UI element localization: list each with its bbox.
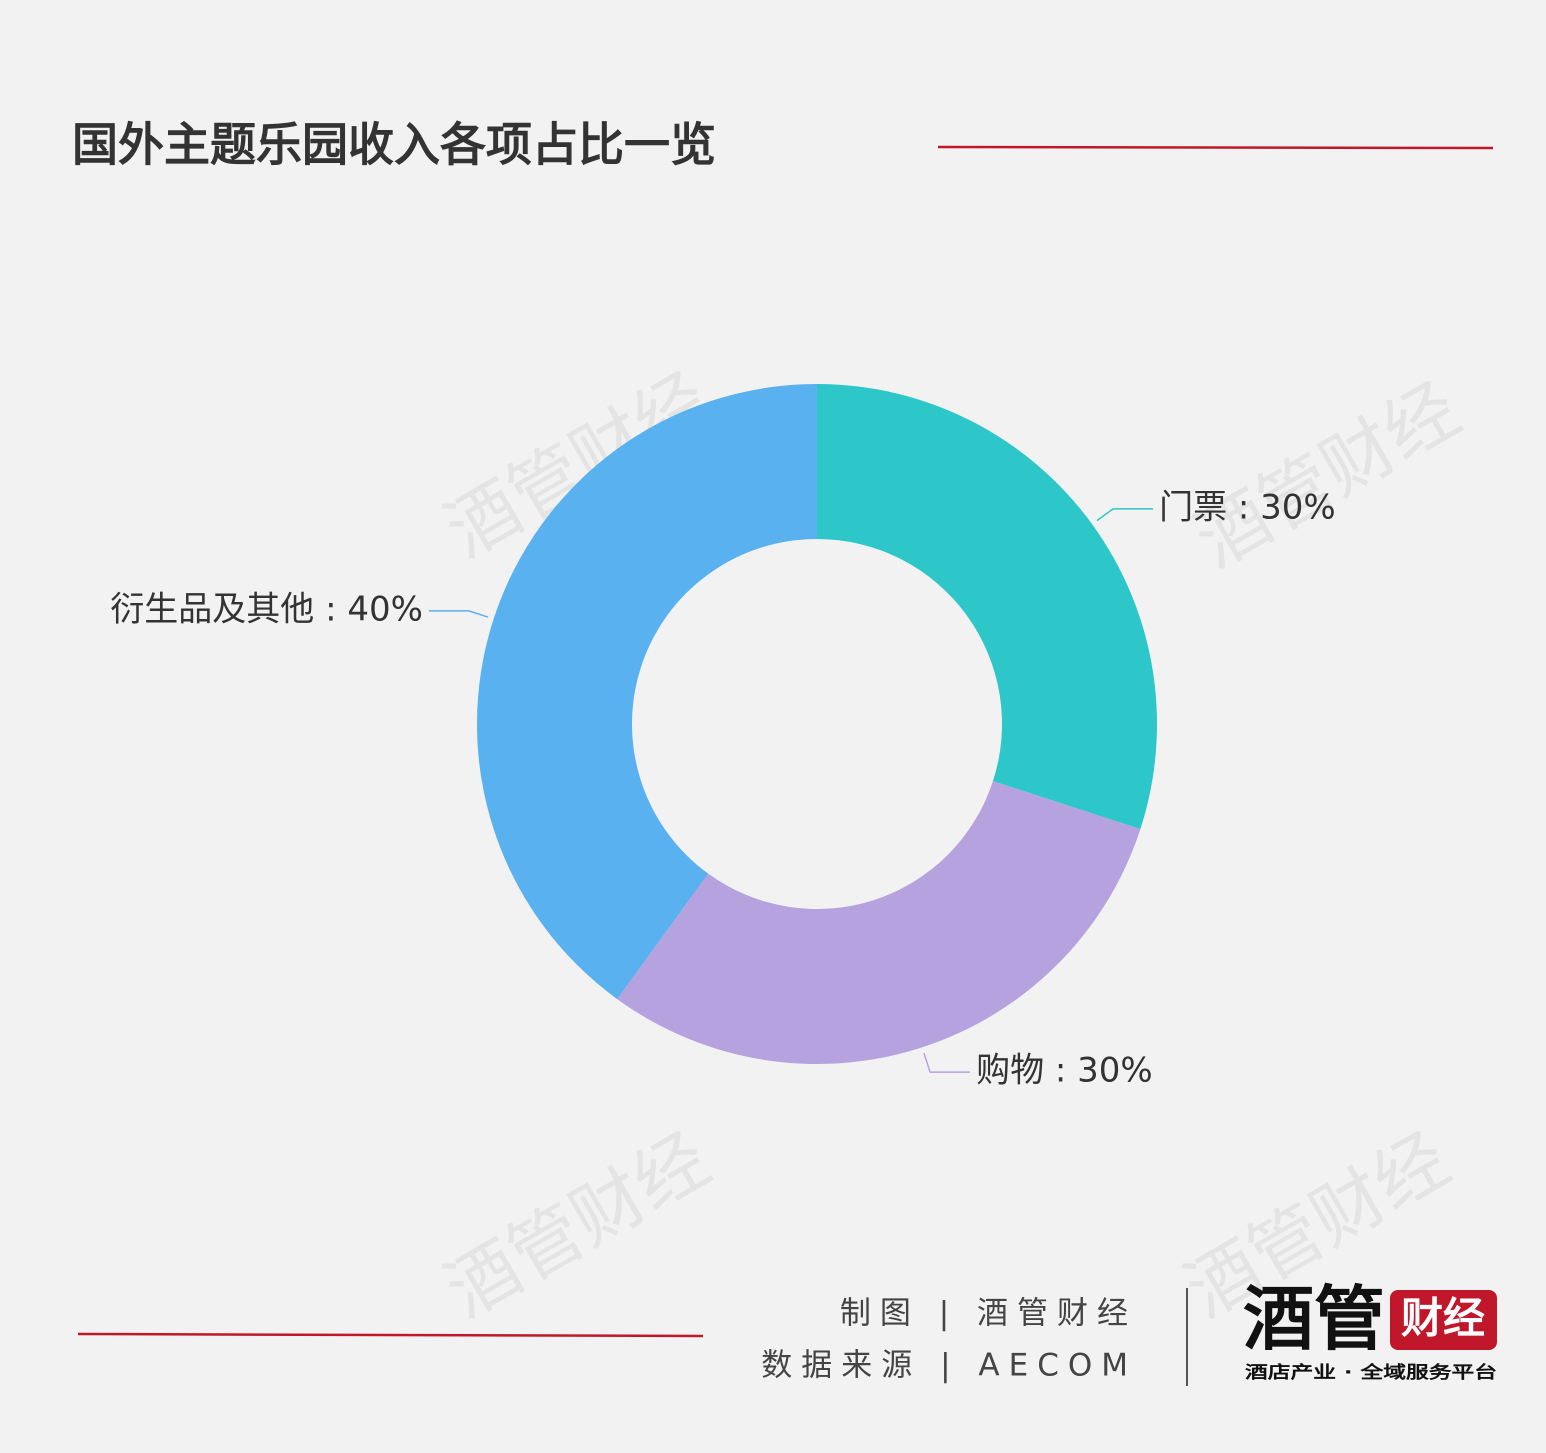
donut-slice [617, 781, 1141, 1065]
footer-rule [77, 1332, 704, 1338]
plot: 门票 : 30% 购物 : 30% 衍生品及其他 : 40% [110, 384, 1336, 1091]
data-label: 门票 : 30% [1159, 487, 1336, 527]
data-label: 购物 : 30% [976, 1051, 1153, 1091]
data-label: 衍生品及其他 : 40% [110, 589, 423, 629]
leader-line [1096, 508, 1154, 522]
footer-source: 数据来源 | AECOM [761, 1348, 1137, 1384]
logo-main: 酒管 [1243, 1278, 1385, 1360]
logo-tagline: 酒店产业 · 全域服务平台 [1245, 1362, 1497, 1383]
logo-badge: 财经 [1401, 1294, 1485, 1343]
logo-badge-bg [1390, 1290, 1497, 1350]
donut-slice [817, 384, 1157, 830]
leader-line [428, 610, 489, 618]
chart-title: 国外主题乐园收入各项占比一览 [72, 118, 716, 172]
footer-credit: 制图 | 酒管财经 [840, 1296, 1137, 1332]
leader-line [923, 1052, 971, 1073]
donut-slice [477, 384, 817, 1000]
title-rule [937, 145, 1494, 150]
